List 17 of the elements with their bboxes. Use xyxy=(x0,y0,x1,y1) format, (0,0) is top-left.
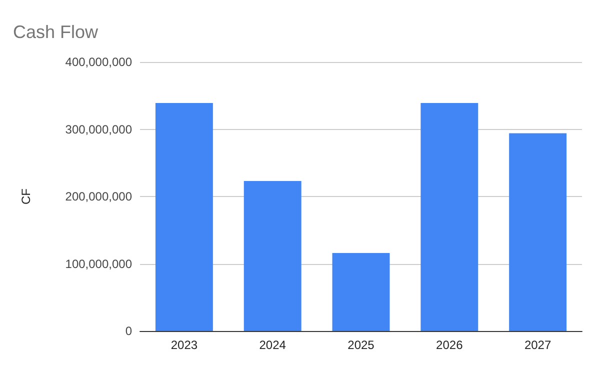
bar xyxy=(244,181,302,331)
y-tick-label: 300,000,000 xyxy=(65,122,132,136)
x-tick-label: 2026 xyxy=(436,338,464,352)
y-tick-label: 400,000,000 xyxy=(65,55,132,69)
bar xyxy=(420,103,478,331)
y-tick-label: 0 xyxy=(125,324,132,338)
x-tick-label: 2027 xyxy=(524,338,552,352)
y-axis-title: CF xyxy=(19,188,33,204)
bar xyxy=(332,252,390,331)
bar xyxy=(509,133,567,331)
x-tick-label: 2023 xyxy=(170,338,198,352)
x-tick-label: 2024 xyxy=(259,338,286,352)
y-tick-label: 200,000,000 xyxy=(65,190,132,204)
x-tick-label: 2025 xyxy=(348,338,375,352)
bar xyxy=(155,103,213,331)
y-tick-label: 100,000,000 xyxy=(65,256,132,271)
chart-title: Cash Flow xyxy=(13,22,100,42)
